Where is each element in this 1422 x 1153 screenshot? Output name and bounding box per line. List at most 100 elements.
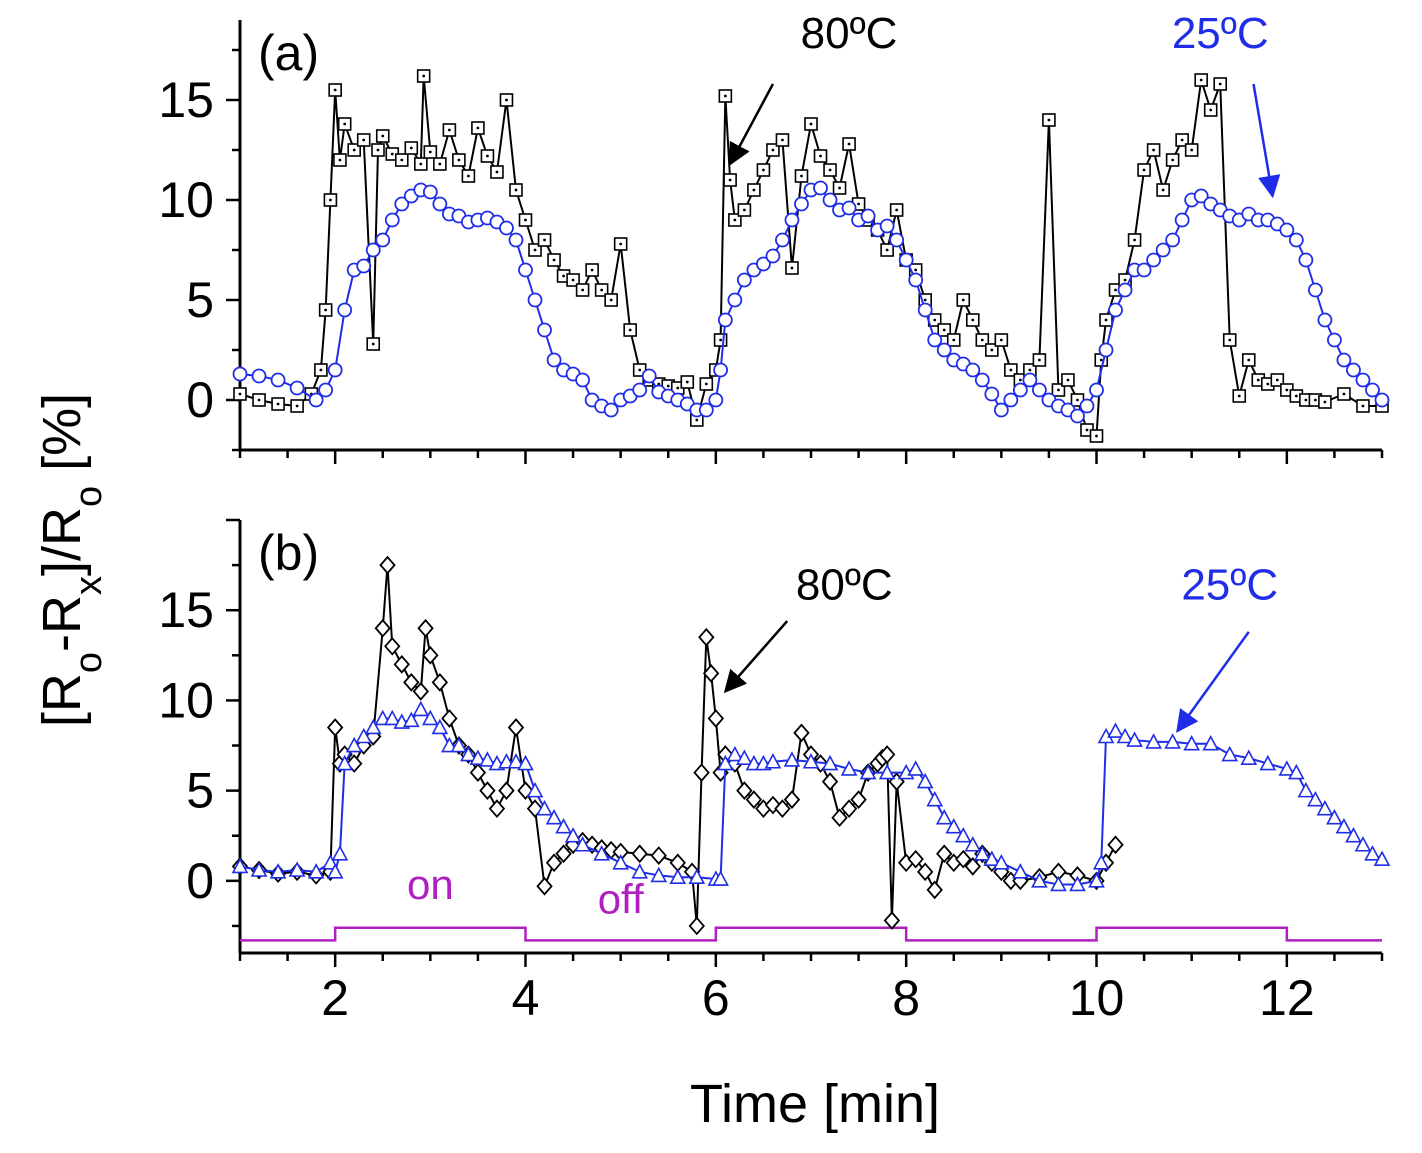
data-point bbox=[1022, 372, 1038, 388]
data-point-dot bbox=[238, 392, 242, 396]
data-point-dot bbox=[257, 398, 261, 402]
data-point bbox=[545, 809, 563, 825]
data-point bbox=[574, 836, 591, 852]
data-point bbox=[992, 854, 1010, 870]
data-point-dot bbox=[695, 418, 699, 422]
data-point-dot bbox=[1313, 398, 1317, 402]
data-point bbox=[965, 362, 981, 378]
data-point-dot bbox=[933, 318, 937, 322]
data-point bbox=[707, 709, 725, 728]
data-point-dot bbox=[752, 188, 756, 192]
data-point-dot bbox=[533, 248, 537, 252]
data-point-dot bbox=[562, 274, 565, 278]
data-point-dot bbox=[1057, 388, 1060, 392]
data-point-dot bbox=[338, 158, 342, 162]
y-title-part: -R bbox=[32, 595, 92, 652]
data-point bbox=[1155, 242, 1171, 258]
data-point bbox=[431, 673, 449, 692]
data-point-dot bbox=[409, 146, 413, 150]
data-point-dot bbox=[1076, 398, 1079, 402]
data-point-dot bbox=[1123, 278, 1127, 282]
data-point bbox=[421, 709, 439, 726]
data-point bbox=[889, 232, 905, 248]
data-point-dot bbox=[1142, 168, 1146, 172]
data-point bbox=[973, 845, 991, 861]
data-point-dot bbox=[1104, 318, 1108, 322]
data-point bbox=[765, 248, 781, 264]
data-point-dot bbox=[1028, 368, 1032, 372]
y-tick-label: 15 bbox=[158, 72, 214, 128]
data-point bbox=[1279, 222, 1295, 238]
data-point bbox=[1288, 232, 1304, 248]
data-point-dot bbox=[719, 338, 722, 342]
data-point bbox=[507, 753, 525, 769]
data-point bbox=[1202, 735, 1220, 751]
panel-label: (a) bbox=[258, 25, 319, 81]
data-point-dot bbox=[1047, 118, 1051, 122]
data-point bbox=[727, 292, 743, 308]
data-point-dot bbox=[505, 98, 508, 102]
data-point bbox=[517, 754, 534, 771]
data-point-dot bbox=[1275, 378, 1279, 382]
data-point-dot bbox=[1180, 138, 1184, 142]
data-point-dot bbox=[1099, 358, 1103, 362]
data-point-dot bbox=[381, 134, 385, 138]
data-point-dot bbox=[376, 148, 380, 152]
data-point bbox=[1297, 781, 1315, 798]
data-point bbox=[431, 718, 449, 735]
data-point-dot bbox=[524, 218, 527, 222]
data-point-dot bbox=[1038, 358, 1041, 362]
data-point bbox=[712, 870, 729, 886]
data-point-dot bbox=[1247, 358, 1251, 362]
data-point bbox=[1259, 754, 1277, 771]
data-point-dot bbox=[1085, 428, 1089, 432]
series-line bbox=[239, 186, 1383, 418]
data-point bbox=[688, 916, 705, 936]
data-point bbox=[955, 849, 972, 869]
data-point-dot bbox=[733, 218, 737, 222]
data-point-dot bbox=[1266, 382, 1270, 386]
data-point-dot bbox=[980, 338, 984, 342]
data-point bbox=[1031, 872, 1048, 888]
data-point bbox=[717, 754, 734, 771]
data-point-dot bbox=[419, 162, 423, 166]
data-point bbox=[422, 645, 439, 665]
data-point bbox=[1240, 749, 1258, 765]
data-point bbox=[1012, 863, 1029, 879]
data-point bbox=[508, 232, 524, 248]
data-point bbox=[1165, 232, 1181, 248]
data-point bbox=[1164, 733, 1181, 749]
data-point bbox=[917, 302, 933, 318]
data-point bbox=[1374, 392, 1390, 408]
data-point bbox=[231, 857, 249, 874]
data-point bbox=[1193, 188, 1209, 204]
data-point bbox=[945, 818, 963, 834]
data-point bbox=[974, 372, 990, 388]
data-point-dot bbox=[324, 308, 328, 312]
data-point bbox=[774, 799, 791, 819]
data-point bbox=[355, 727, 373, 744]
data-point-dot bbox=[319, 368, 323, 372]
data-point bbox=[499, 220, 514, 236]
data-point bbox=[1107, 835, 1124, 855]
data-point-dot bbox=[1209, 108, 1213, 112]
data-point bbox=[669, 853, 686, 873]
data-point bbox=[783, 790, 801, 810]
data-point bbox=[1092, 854, 1110, 870]
data-point bbox=[859, 763, 877, 780]
panel-label: (b) bbox=[258, 525, 319, 581]
data-point bbox=[394, 196, 410, 212]
data-point bbox=[669, 868, 687, 885]
data-point-dot bbox=[600, 288, 604, 292]
data-point bbox=[331, 845, 349, 861]
data-point-dot bbox=[1152, 148, 1155, 152]
data-point bbox=[402, 711, 420, 728]
data-point bbox=[898, 252, 914, 268]
data-point-dot bbox=[638, 368, 642, 372]
data-point bbox=[469, 749, 487, 765]
data-point bbox=[1012, 382, 1028, 398]
data-point-dot bbox=[495, 170, 499, 174]
data-point-dot bbox=[942, 328, 946, 332]
